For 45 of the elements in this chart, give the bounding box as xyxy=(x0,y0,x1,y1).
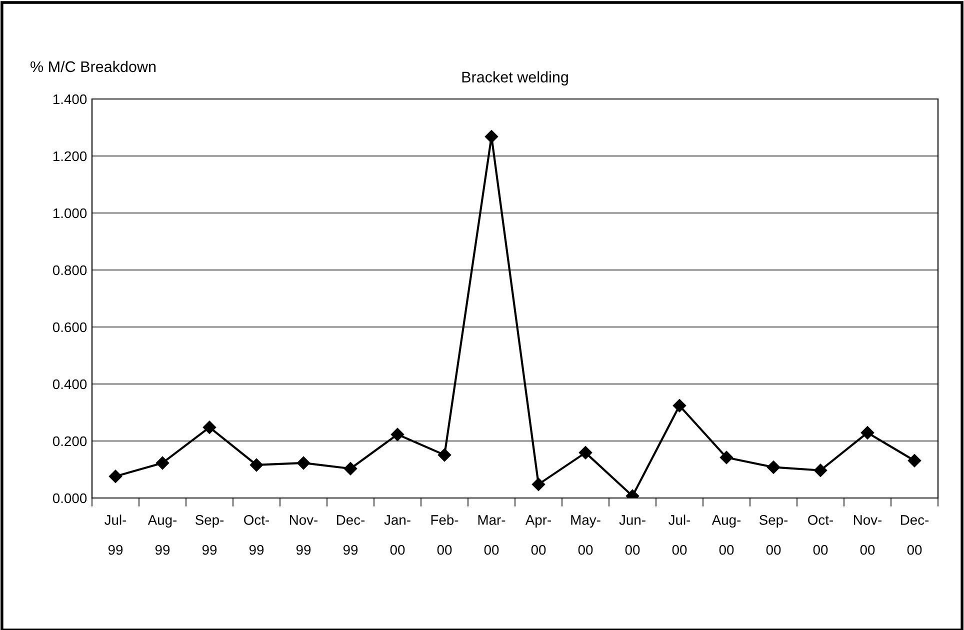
category-label: Apr- 00 xyxy=(525,515,552,555)
y-tick-label: 0.400 xyxy=(52,379,87,390)
category-label: Jan- 00 xyxy=(384,515,410,555)
category-label: Nov- 00 xyxy=(854,515,882,555)
point xyxy=(908,454,922,468)
y-tick-label: 1.200 xyxy=(53,151,87,162)
y-tick-label: 1.400 xyxy=(53,94,87,104)
category-label: Aug- 99 xyxy=(148,515,177,555)
point xyxy=(578,446,592,460)
category-label: Aug- 00 xyxy=(712,515,741,555)
category-label: May- 00 xyxy=(571,515,600,555)
y-tick-label: 0.600 xyxy=(52,322,87,332)
point xyxy=(720,450,734,464)
category-label: Sep- 00 xyxy=(759,515,788,555)
category-label: Jun- 00 xyxy=(619,515,646,555)
category-label: Oct- 99 xyxy=(244,515,269,555)
y-tick-label: 0.000 xyxy=(52,493,87,504)
point xyxy=(296,456,310,470)
category-label: Sep- 99 xyxy=(195,515,224,555)
point xyxy=(250,458,264,472)
category-label: Mar- 00 xyxy=(478,515,506,555)
y-tick-label: 0.200 xyxy=(52,436,87,446)
chart-title: Bracket welding xyxy=(462,71,568,86)
category-label: Oct- 00 xyxy=(808,515,833,555)
point xyxy=(814,464,828,477)
point xyxy=(344,462,358,476)
y-axis-title: % M/C Breakdown xyxy=(30,60,156,72)
category-label: Jul- 99 xyxy=(104,514,126,555)
point xyxy=(766,460,780,474)
category-label: Jul- 00 xyxy=(668,514,690,555)
y-tick-label: 0.800 xyxy=(52,265,87,276)
point xyxy=(532,478,546,491)
point xyxy=(860,426,874,440)
point xyxy=(672,399,686,412)
point xyxy=(202,420,216,434)
category-label: Dec- 99 xyxy=(336,515,365,555)
point xyxy=(484,130,498,144)
category-label: Feb- 00 xyxy=(431,514,458,555)
category-label: Nov- 99 xyxy=(290,515,318,555)
point xyxy=(156,456,170,470)
y-tick-label: 1.000 xyxy=(53,208,87,218)
point xyxy=(390,428,404,442)
point xyxy=(108,470,122,483)
category-label: Dec- 00 xyxy=(900,515,929,555)
point xyxy=(438,448,452,462)
